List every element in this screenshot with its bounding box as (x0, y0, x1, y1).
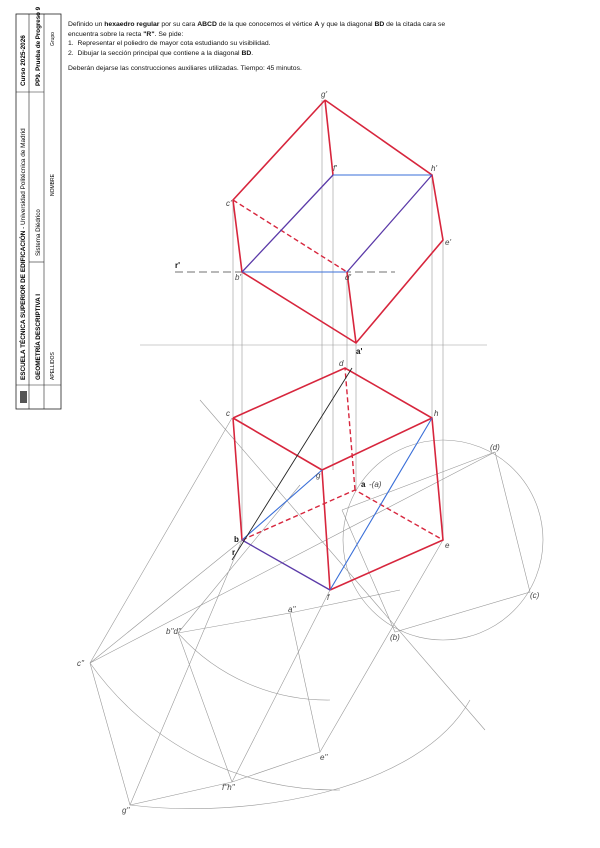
label: g'' (122, 806, 130, 815)
text: BD (374, 21, 385, 28)
elevation-view (232, 99, 444, 345)
text: por su cara (159, 21, 198, 28)
label: a' (356, 347, 362, 356)
intro: Definido un hexaedro regular por su cara… (68, 20, 468, 39)
label: c'' (77, 659, 85, 668)
name: NOMBRE (50, 173, 56, 196)
text: Representar el poliedro de mayor cota es… (77, 40, 271, 47)
text: de la que conocemos el vértice (216, 21, 315, 28)
topic: Sistema Diédrico (35, 209, 42, 256)
title-block: ESCUELA TÉCNICA SUPERIOR DE EDIFICACIÓN … (15, 6, 62, 410)
text: BD (241, 49, 252, 57)
subject: GEOMETRÍA DESCRIPTIVA I (33, 294, 42, 380)
label: c' (226, 199, 232, 208)
label: h (434, 409, 439, 418)
label: b' (235, 273, 241, 282)
text: y que la diagonal (319, 21, 375, 28)
label: (d) (490, 443, 500, 452)
construction (89, 100, 544, 809)
text: ABCD (197, 21, 217, 28)
text: . Se pide: (154, 30, 184, 38)
label: h' (431, 164, 437, 173)
label: f' (333, 164, 337, 173)
number: 1. (68, 40, 74, 47)
number: 2. (68, 49, 74, 57)
label: e'' (320, 753, 328, 762)
plan-view (231, 367, 444, 591)
surname: APELLIDOS (50, 352, 56, 380)
label: c (226, 409, 230, 418)
label: -(a) (369, 480, 382, 489)
label: e (445, 541, 450, 550)
label: d' (345, 273, 351, 282)
text: A (314, 21, 320, 28)
label: d (339, 359, 344, 368)
label: g' (321, 90, 327, 99)
group: Grupo (50, 32, 56, 46)
label: r' (175, 261, 180, 270)
label: (b) (390, 633, 400, 642)
text: Dibujar la sección principal que contien… (77, 49, 242, 57)
course: Curso 2025-2026 (20, 35, 27, 86)
label: r (232, 548, 235, 557)
label: b (234, 535, 239, 544)
statement: Definido un hexaedro regular por su cara… (68, 20, 468, 74)
text: "R" (143, 30, 155, 38)
note: Deberán dejarse las construcciones auxil… (68, 65, 302, 72)
text: de la citada cara se encuentra sobre la … (68, 21, 446, 38)
item: 2. Dibujar la sección principal que cont… (68, 49, 468, 59)
text: . (251, 49, 254, 57)
label: f''h'' (222, 783, 235, 792)
label: b''d'' (166, 627, 181, 636)
school: ESCUELA TÉCNICA SUPERIOR DE EDIFICACIÓN … (18, 128, 27, 380)
label: f (327, 593, 330, 602)
label: a'' (288, 605, 296, 614)
item: 1. Representar el poliedro de mayor cota… (68, 39, 468, 49)
label: g (316, 471, 321, 480)
label: (c) (530, 591, 540, 600)
text: Definido un (68, 21, 105, 28)
text: hexaedro regular (104, 21, 160, 28)
test: PP9. Prueba de Progreso 9 (35, 6, 42, 86)
label: a (361, 480, 366, 489)
label: e' (445, 238, 451, 247)
